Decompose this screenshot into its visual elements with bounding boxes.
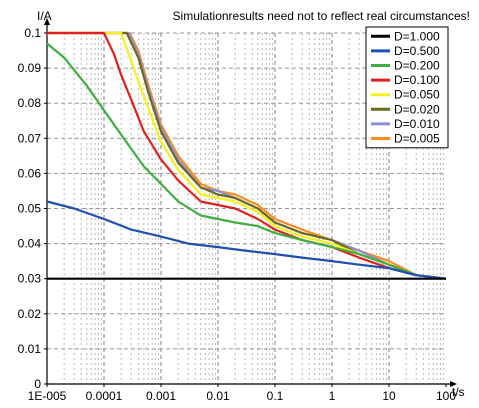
legend-label: D=0.020 xyxy=(394,102,440,116)
x-tick-label: 0.0001 xyxy=(86,389,123,403)
series-line-d-0-500 xyxy=(46,200,447,280)
y-tick-label: 0.09 xyxy=(18,61,42,75)
x-tick-label: 0.001 xyxy=(146,389,176,403)
x-tick-label: 100 xyxy=(436,389,456,403)
series-line-d-0-200 xyxy=(46,42,447,280)
x-tick-label: 1 xyxy=(329,389,336,403)
x-axis-label: t/s xyxy=(452,385,465,399)
y-tick-label: 0.03 xyxy=(18,272,42,286)
y-tick-label: 0.1 xyxy=(24,26,41,40)
legend-label: D=0.100 xyxy=(394,73,440,87)
y-tick-label: 0.07 xyxy=(18,131,42,145)
legend-label: D=0.200 xyxy=(394,59,440,73)
x-tick-label: 1E-005 xyxy=(28,389,67,403)
y-axis-arrow xyxy=(44,18,50,25)
legend: D=1.000D=0.500D=0.200D=0.100D=0.050D=0.0… xyxy=(365,26,449,149)
x-tick-labels: 1E-005 0.0001 0.001 0.01 0.1 1 10 100 xyxy=(28,384,456,403)
series-lines xyxy=(46,31,447,280)
x-tick-label: 10 xyxy=(382,389,396,403)
y-tick-label: 0 xyxy=(34,377,41,391)
legend-label: D=1.000 xyxy=(394,29,440,43)
legend-label: D=0.500 xyxy=(394,44,440,58)
y-axis-label: I/A xyxy=(37,9,52,23)
y-tick-label: 0.04 xyxy=(18,237,42,251)
x-tick-label: 0.01 xyxy=(206,389,230,403)
legend-label: D=0.010 xyxy=(394,117,440,131)
legend-box xyxy=(365,26,449,149)
y-tick-label: 0.05 xyxy=(18,202,42,216)
y-tick-label: 0.06 xyxy=(18,166,42,180)
legend-label: D=0.050 xyxy=(394,88,440,102)
y-tick-label: 0.02 xyxy=(18,307,42,321)
series-line-d-0-100 xyxy=(47,31,447,280)
y-tick-label: 0.01 xyxy=(18,342,42,356)
y-tick-label: 0.08 xyxy=(18,96,42,110)
x-tick-label: 0.1 xyxy=(267,389,284,403)
x-axis-arrow xyxy=(450,381,457,387)
legend-label: D=0.005 xyxy=(394,132,440,146)
y-tick-labels: 0 0.01 0.02 0.03 0.04 0.05 0.06 0.07 0.08 0.09 0.1 xyxy=(18,26,47,391)
chart-note: Simulationresults need not to reflect re… xyxy=(173,9,470,23)
